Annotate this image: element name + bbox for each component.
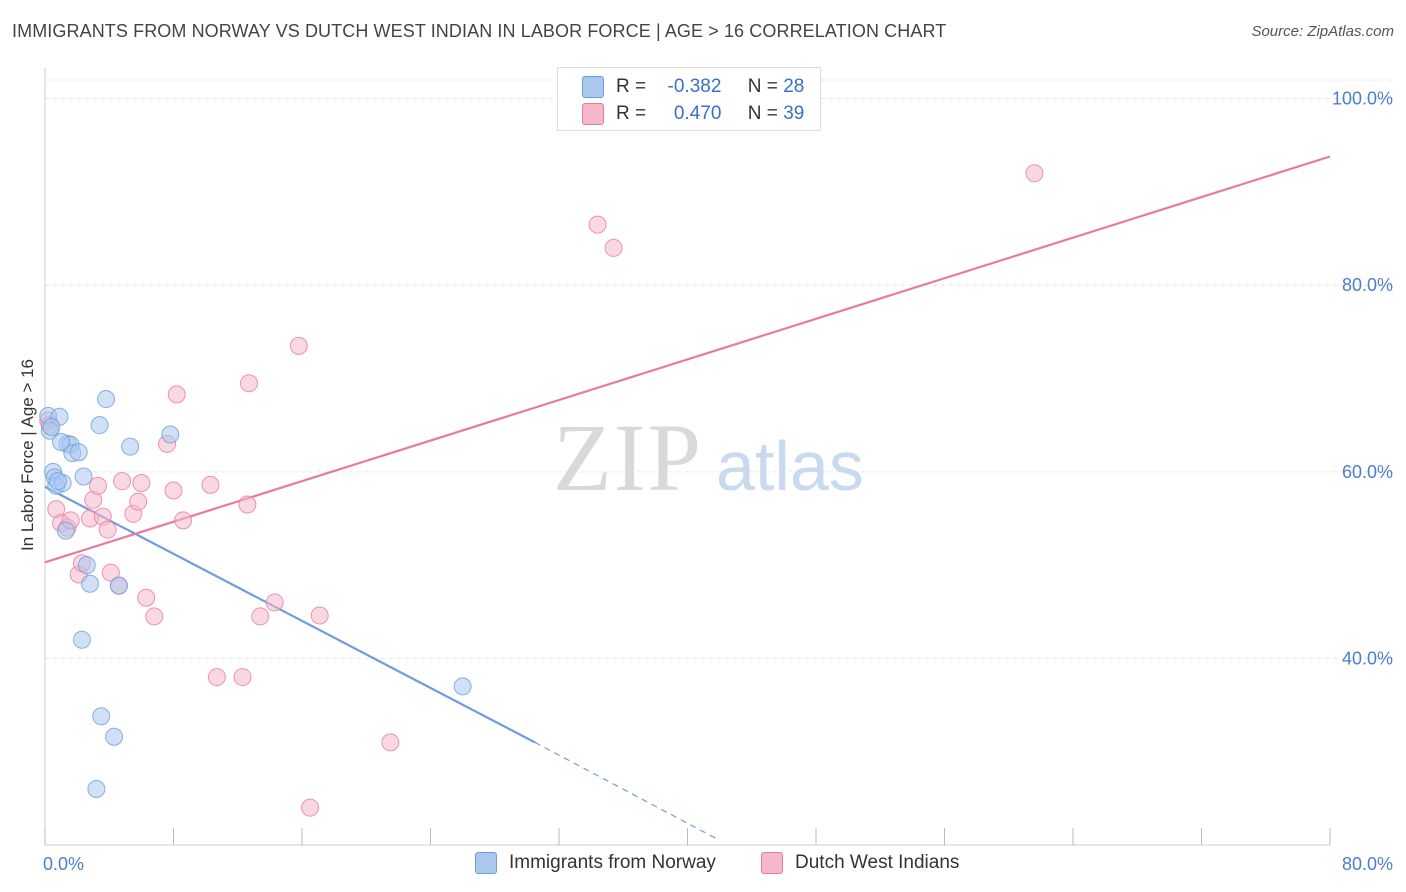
legend-r-label: R = bbox=[616, 103, 647, 124]
legend-r-value: -0.382 bbox=[667, 76, 722, 97]
data-point bbox=[174, 511, 193, 530]
y-tick-label: 40.0% bbox=[1342, 648, 1393, 668]
data-points bbox=[39, 164, 1044, 817]
data-point bbox=[77, 556, 96, 575]
data-point bbox=[132, 474, 151, 493]
trend-line-dashed bbox=[534, 741, 720, 841]
data-point bbox=[239, 374, 258, 393]
chart-title: IMMIGRANTS FROM NORWAY VS DUTCH WEST IND… bbox=[12, 21, 947, 41]
data-point bbox=[161, 425, 180, 444]
legend-n-value: 28 bbox=[783, 76, 805, 97]
gridlines bbox=[45, 79, 1392, 659]
data-point bbox=[137, 588, 156, 607]
data-point bbox=[145, 607, 164, 626]
source-credit: Source: ZipAtlas.com bbox=[1251, 23, 1394, 40]
data-point bbox=[167, 385, 186, 404]
data-point bbox=[251, 607, 270, 626]
watermark-atlas: atlas bbox=[716, 427, 864, 505]
trend-line-solid bbox=[44, 155, 1331, 564]
data-point bbox=[56, 521, 75, 540]
data-point bbox=[588, 215, 607, 234]
series-label-norway: Immigrants from Norway bbox=[509, 852, 716, 873]
x-tick-label: 80.0% bbox=[1342, 854, 1393, 874]
series-legend-norway: Immigrants from Norway bbox=[475, 852, 716, 874]
data-point bbox=[604, 238, 623, 257]
data-point bbox=[265, 593, 284, 612]
legend-swatch-dutch bbox=[582, 103, 604, 125]
data-point bbox=[90, 416, 109, 435]
data-point bbox=[87, 780, 106, 799]
data-point bbox=[207, 668, 226, 687]
correlation-legend: R = -0.382 N = 28 R = 0.470 N = 39 bbox=[557, 67, 821, 131]
data-point bbox=[310, 606, 329, 625]
data-point bbox=[201, 475, 220, 494]
series-swatch-norway bbox=[475, 852, 497, 874]
tick-labels: 40.0% 60.0% 80.0% 100.0% 0.0% 80.0% bbox=[43, 89, 1393, 874]
axes bbox=[44, 68, 1331, 846]
data-point bbox=[121, 437, 140, 456]
data-point bbox=[101, 563, 120, 582]
legend-r-value: 0.470 bbox=[673, 103, 722, 124]
legend-row-dutch: R = 0.470 N = 39 bbox=[582, 102, 804, 126]
data-point bbox=[1025, 164, 1044, 183]
data-point bbox=[80, 574, 99, 593]
watermark: ZIP atlas bbox=[553, 404, 864, 511]
watermark-zip: ZIP bbox=[553, 404, 703, 511]
trend-line-solid bbox=[44, 485, 536, 744]
data-point bbox=[105, 727, 124, 746]
y-tick-label: 60.0% bbox=[1342, 462, 1393, 482]
data-point bbox=[92, 707, 111, 726]
x-tick-label: 0.0% bbox=[43, 854, 84, 874]
data-point bbox=[113, 472, 132, 491]
legend-r-label: R = bbox=[616, 76, 647, 97]
data-point bbox=[98, 520, 117, 539]
data-point bbox=[381, 733, 400, 752]
data-point bbox=[289, 336, 308, 355]
data-point bbox=[89, 476, 108, 495]
data-point bbox=[453, 677, 472, 696]
data-point bbox=[238, 495, 257, 514]
legend-n-label: N = bbox=[747, 103, 778, 124]
series-legend-dutch: Dutch West Indians bbox=[761, 852, 959, 874]
data-point bbox=[69, 443, 88, 462]
data-point bbox=[72, 630, 91, 649]
data-point bbox=[97, 390, 116, 409]
data-point bbox=[109, 576, 128, 595]
series-legend: Immigrants from Norway Dutch West Indian… bbox=[0, 852, 1406, 878]
data-point bbox=[74, 467, 93, 486]
y-tick-label: 100.0% bbox=[1332, 89, 1393, 109]
y-tick-label: 80.0% bbox=[1342, 275, 1393, 295]
legend-row-norway: R = -0.382 N = 28 bbox=[582, 75, 804, 99]
trend-lines bbox=[44, 155, 1331, 841]
legend-n-label: N = bbox=[747, 76, 778, 97]
data-point bbox=[301, 798, 320, 817]
data-point bbox=[42, 418, 61, 437]
series-swatch-dutch bbox=[761, 852, 783, 874]
legend-n-value: 39 bbox=[783, 103, 805, 124]
data-point bbox=[233, 668, 252, 687]
series-label-dutch: Dutch West Indians bbox=[795, 852, 960, 873]
data-point bbox=[48, 472, 67, 491]
data-point bbox=[129, 492, 148, 511]
data-point bbox=[52, 432, 71, 451]
data-point bbox=[164, 481, 183, 500]
legend-swatch-norway bbox=[582, 76, 604, 98]
